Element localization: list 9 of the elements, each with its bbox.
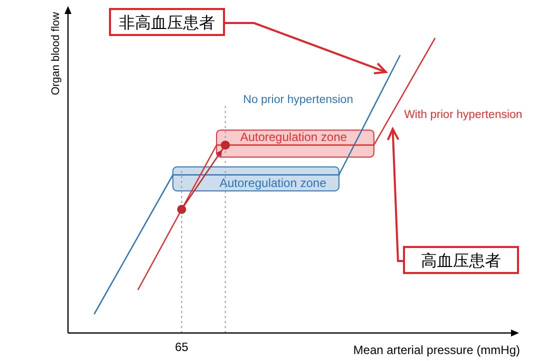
- y-axis-title: Organ blood flow: [50, 12, 62, 96]
- annotation: Autoregulation zone: [220, 176, 327, 190]
- series-label: No prior hypertension: [243, 94, 354, 106]
- text: 非高血压患者: [119, 13, 215, 32]
- annotation: 高血压患者: [421, 251, 501, 270]
- text: 65: [174, 340, 189, 354]
- series-label: With prior hypertension: [404, 109, 522, 121]
- x-axis-title: Mean arterial pressure (mmHg): [353, 343, 520, 357]
- annotation: Autoregulation zone: [240, 130, 348, 144]
